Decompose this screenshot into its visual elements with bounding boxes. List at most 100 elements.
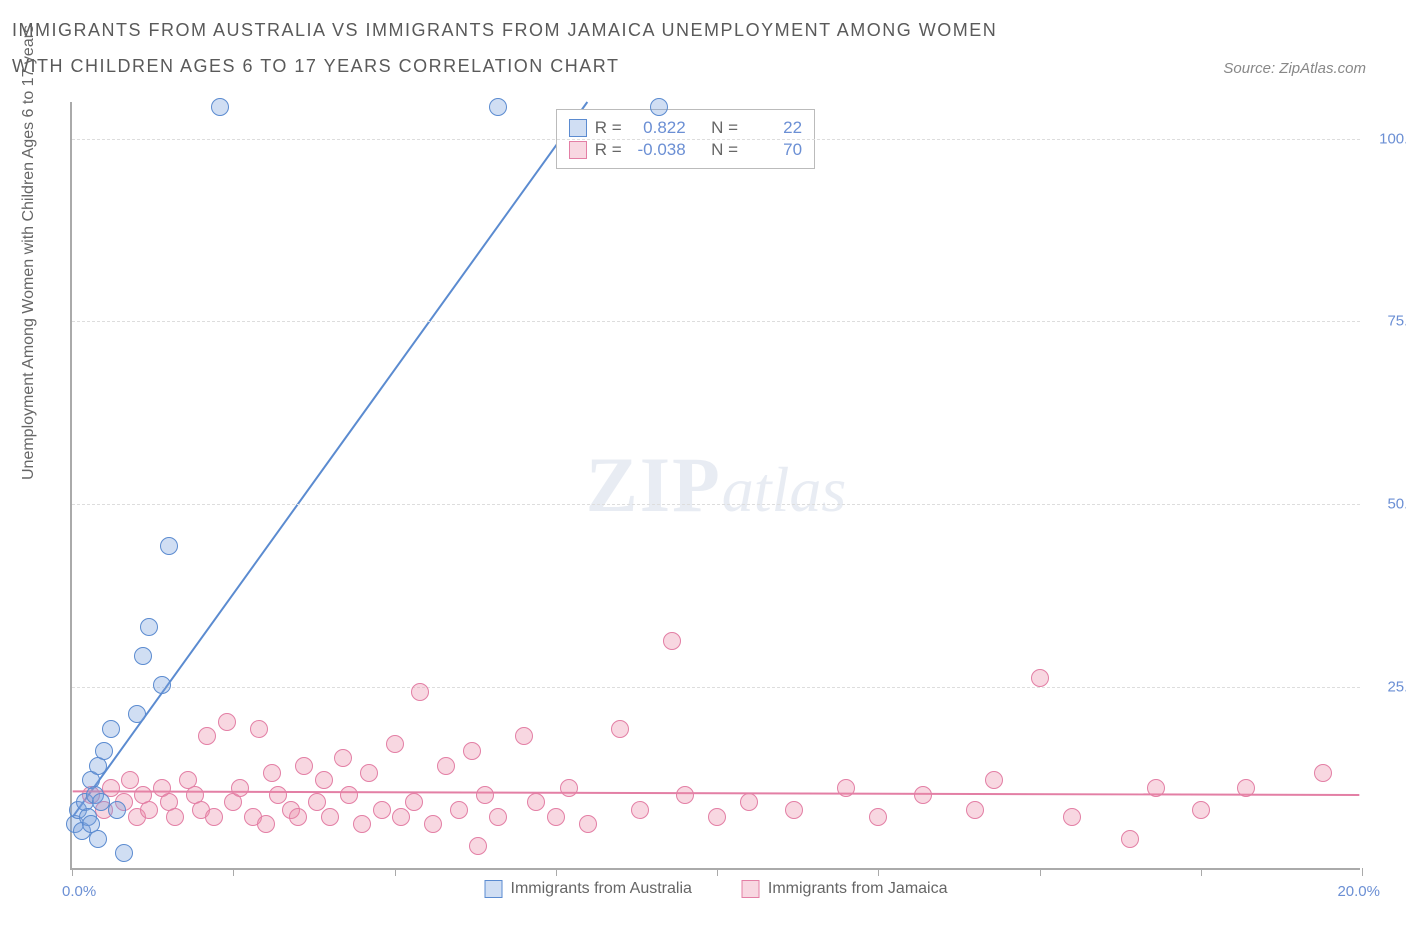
scatter-point-australia (140, 618, 158, 636)
scatter-point-jamaica (198, 727, 216, 745)
scatter-point-jamaica (463, 742, 481, 760)
scatter-point-jamaica (1237, 779, 1255, 797)
scatter-point-australia (160, 537, 178, 555)
scatter-point-jamaica (1031, 669, 1049, 687)
y-tick-label: 100.0% (1379, 130, 1406, 147)
y-tick-label: 50.0% (1387, 496, 1406, 513)
scatter-point-jamaica (360, 764, 378, 782)
scatter-point-jamaica (740, 793, 758, 811)
scatter-point-jamaica (450, 801, 468, 819)
x-tick (878, 868, 879, 876)
scatter-point-jamaica (469, 837, 487, 855)
scatter-point-jamaica (315, 771, 333, 789)
scatter-point-australia (108, 801, 126, 819)
scatter-point-jamaica (527, 793, 545, 811)
jamaica-swatch-icon (742, 880, 760, 898)
n-label: N = (711, 118, 738, 138)
scatter-point-jamaica (218, 713, 236, 731)
jamaica-swatch-icon (569, 141, 587, 159)
legend-item-australia: Immigrants from Australia (485, 880, 692, 898)
australia-swatch-icon (485, 880, 503, 898)
scatter-point-australia (128, 705, 146, 723)
chart-title: IMMIGRANTS FROM AUSTRALIA VS IMMIGRANTS … (12, 12, 1032, 84)
scatter-point-australia (153, 676, 171, 694)
x-tick-label-min: 0.0% (62, 883, 96, 900)
scatter-point-australia (95, 742, 113, 760)
n-label: N = (711, 140, 738, 160)
n-value-australia: 22 (746, 118, 802, 138)
scatter-point-jamaica (392, 808, 410, 826)
scatter-point-jamaica (424, 815, 442, 833)
scatter-point-jamaica (663, 632, 681, 650)
gridline (72, 504, 1360, 505)
watermark-zip: ZIP (586, 441, 722, 528)
source-name: ZipAtlas.com (1279, 60, 1366, 77)
scatter-point-jamaica (579, 815, 597, 833)
r-label: R = (595, 140, 622, 160)
scatter-point-jamaica (257, 815, 275, 833)
trend-line (73, 102, 588, 817)
legend-label-jamaica: Immigrants from Jamaica (768, 880, 948, 898)
x-tick (233, 868, 234, 876)
scatter-point-jamaica (785, 801, 803, 819)
scatter-point-jamaica (166, 808, 184, 826)
scatter-point-jamaica (966, 801, 984, 819)
scatter-point-jamaica (547, 808, 565, 826)
scatter-point-jamaica (560, 779, 578, 797)
scatter-point-australia (650, 98, 668, 116)
y-axis-label: Unemployment Among Women with Children A… (20, 25, 38, 480)
scatter-point-jamaica (914, 786, 932, 804)
scatter-point-jamaica (411, 683, 429, 701)
scatter-point-jamaica (308, 793, 326, 811)
scatter-point-jamaica (205, 808, 223, 826)
australia-swatch-icon (569, 119, 587, 137)
scatter-point-jamaica (1063, 808, 1081, 826)
x-tick (395, 868, 396, 876)
scatter-point-australia (134, 647, 152, 665)
r-value-jamaica: -0.038 (630, 140, 686, 160)
scatter-point-australia (489, 98, 507, 116)
x-tick (1362, 868, 1363, 876)
scatter-point-jamaica (140, 801, 158, 819)
x-tick (1040, 868, 1041, 876)
legend-item-jamaica: Immigrants from Jamaica (742, 880, 948, 898)
scatter-point-jamaica (631, 801, 649, 819)
trend-lines-svg (72, 102, 1360, 868)
scatter-point-jamaica (321, 808, 339, 826)
scatter-point-australia (102, 720, 120, 738)
scatter-point-jamaica (405, 793, 423, 811)
legend: Immigrants from Australia Immigrants fro… (485, 880, 948, 898)
x-tick (556, 868, 557, 876)
scatter-point-jamaica (611, 720, 629, 738)
scatter-point-jamaica (869, 808, 887, 826)
scatter-point-jamaica (386, 735, 404, 753)
scatter-point-jamaica (340, 786, 358, 804)
scatter-point-jamaica (1192, 801, 1210, 819)
gridline (72, 687, 1360, 688)
n-value-jamaica: 70 (746, 140, 802, 160)
x-tick (72, 868, 73, 876)
scatter-point-jamaica (1121, 830, 1139, 848)
x-tick-label-max: 20.0% (1337, 883, 1380, 900)
scatter-point-jamaica (676, 786, 694, 804)
scatter-point-jamaica (373, 801, 391, 819)
watermark: ZIPatlas (586, 440, 847, 530)
plot-area: ZIPatlas R = 0.822 N = 22 R = -0.038 N =… (70, 102, 1360, 870)
scatter-point-jamaica (250, 720, 268, 738)
y-tick-label: 25.0% (1387, 679, 1406, 696)
scatter-point-jamaica (289, 808, 307, 826)
gridline (72, 321, 1360, 322)
scatter-point-jamaica (334, 749, 352, 767)
r-value-australia: 0.822 (630, 118, 686, 138)
scatter-point-jamaica (489, 808, 507, 826)
x-tick (1201, 868, 1202, 876)
scatter-point-jamaica (269, 786, 287, 804)
scatter-point-jamaica (1314, 764, 1332, 782)
y-tick-label: 75.0% (1387, 313, 1406, 330)
scatter-point-australia (89, 830, 107, 848)
scatter-point-jamaica (515, 727, 533, 745)
legend-label-australia: Immigrants from Australia (511, 880, 692, 898)
scatter-point-jamaica (121, 771, 139, 789)
watermark-atlas: atlas (722, 454, 846, 525)
r-label: R = (595, 118, 622, 138)
